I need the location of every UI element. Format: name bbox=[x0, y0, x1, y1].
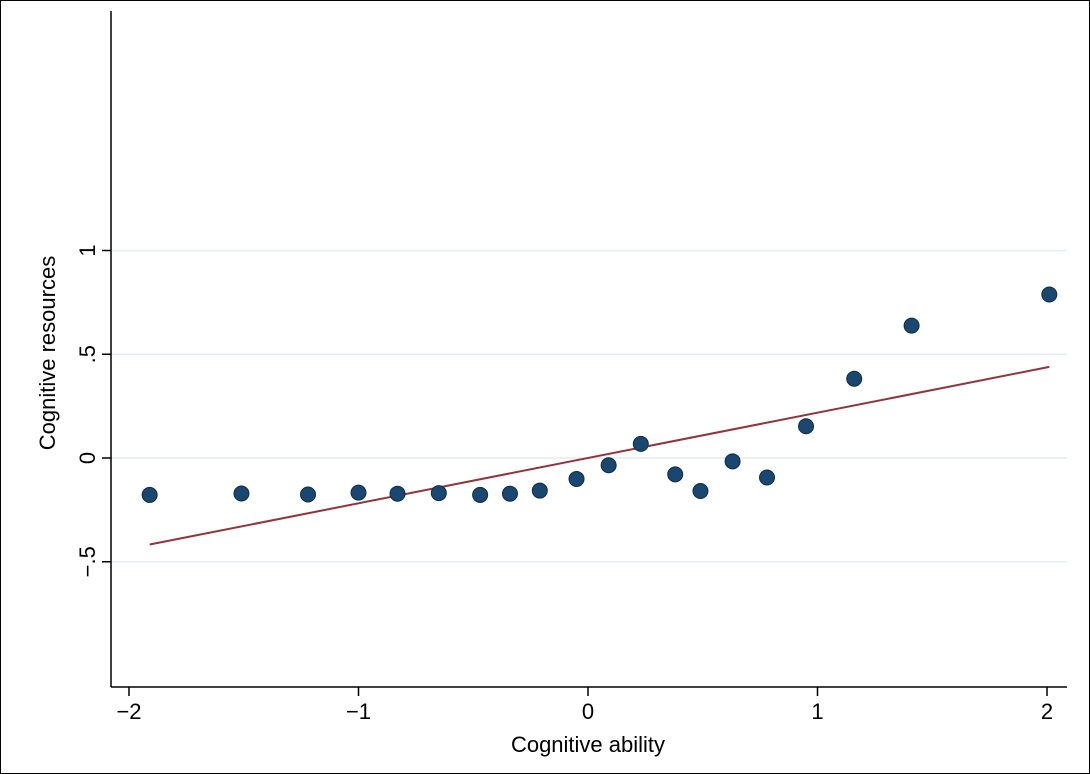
x-tick-label-4: 2 bbox=[1041, 699, 1053, 724]
data-point-3 bbox=[350, 484, 367, 501]
data-point-14 bbox=[724, 453, 741, 470]
y-tick-label-3: 1 bbox=[75, 244, 100, 256]
data-point-18 bbox=[903, 317, 920, 334]
data-point-19 bbox=[1041, 286, 1058, 303]
data-point-16 bbox=[798, 418, 815, 435]
data-point-12 bbox=[667, 466, 684, 483]
x-tick-label-0: −2 bbox=[116, 699, 141, 724]
data-point-10 bbox=[600, 457, 617, 474]
y-tick-label-1: 0 bbox=[75, 452, 100, 464]
data-point-15 bbox=[759, 469, 776, 486]
fit-line bbox=[149, 365, 1050, 546]
data-point-1 bbox=[233, 485, 250, 502]
gridlines bbox=[111, 249, 1067, 563]
data-point-13 bbox=[692, 482, 709, 499]
axes: −.5 0 .5 1 −2 −1 0 1 2 bbox=[75, 11, 1067, 724]
data-point-4 bbox=[389, 485, 406, 502]
y-tick-label-2: .5 bbox=[75, 345, 100, 363]
data-point-11 bbox=[632, 435, 649, 452]
fit-line-segment bbox=[149, 365, 1050, 546]
data-point-6 bbox=[472, 486, 489, 503]
data-points bbox=[141, 286, 1058, 503]
x-tick-label-1: −1 bbox=[346, 699, 371, 724]
y-tick-label-0: −.5 bbox=[75, 546, 100, 577]
x-axis-title: Cognitive ability bbox=[511, 732, 665, 757]
x-tick-label-3: 1 bbox=[811, 699, 823, 724]
y-axis-title: Cognitive resources bbox=[35, 256, 60, 450]
data-point-7 bbox=[501, 485, 518, 502]
data-point-5 bbox=[430, 485, 447, 502]
data-point-9 bbox=[568, 470, 585, 487]
data-point-8 bbox=[531, 482, 548, 499]
data-point-2 bbox=[300, 486, 317, 503]
data-point-17 bbox=[846, 370, 863, 387]
x-tick-label-2: 0 bbox=[582, 699, 594, 724]
data-point-0 bbox=[141, 486, 158, 503]
